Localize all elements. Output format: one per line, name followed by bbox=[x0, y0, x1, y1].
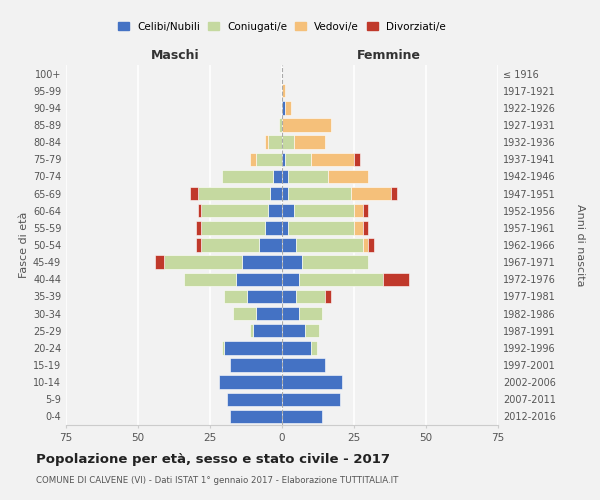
Bar bbox=[274, 170, 282, 183]
Bar bbox=[230, 358, 282, 372]
Bar bbox=[351, 187, 391, 200]
Bar bbox=[282, 204, 293, 218]
Bar bbox=[288, 170, 328, 183]
Bar bbox=[268, 204, 282, 218]
Bar bbox=[233, 307, 256, 320]
Bar bbox=[282, 152, 285, 166]
Bar bbox=[282, 324, 305, 338]
Bar bbox=[311, 341, 317, 354]
Bar bbox=[288, 187, 351, 200]
Legend: Celibi/Nubili, Coniugati/e, Vedovi/e, Divorziati/e: Celibi/Nubili, Coniugati/e, Vedovi/e, Di… bbox=[118, 22, 446, 32]
Bar bbox=[328, 170, 368, 183]
Bar bbox=[282, 376, 343, 389]
Bar bbox=[265, 221, 282, 234]
Bar bbox=[199, 204, 202, 218]
Bar bbox=[268, 136, 282, 149]
Bar bbox=[256, 307, 282, 320]
Bar bbox=[282, 272, 299, 286]
Bar bbox=[184, 272, 236, 286]
Bar bbox=[299, 307, 322, 320]
Bar bbox=[265, 136, 268, 149]
Bar bbox=[368, 238, 374, 252]
Bar bbox=[282, 358, 325, 372]
Bar bbox=[354, 221, 362, 234]
Text: Popolazione per età, sesso e stato civile - 2017: Popolazione per età, sesso e stato civil… bbox=[36, 452, 390, 466]
Y-axis label: Fasce di età: Fasce di età bbox=[19, 212, 29, 278]
Bar bbox=[391, 187, 397, 200]
Bar bbox=[288, 221, 354, 234]
Bar bbox=[227, 392, 282, 406]
Bar bbox=[383, 272, 409, 286]
Bar bbox=[282, 256, 302, 269]
Bar bbox=[354, 152, 360, 166]
Bar bbox=[282, 118, 331, 132]
Bar bbox=[250, 324, 253, 338]
Bar bbox=[282, 307, 299, 320]
Bar bbox=[282, 221, 288, 234]
Bar bbox=[282, 187, 288, 200]
Bar bbox=[305, 324, 319, 338]
Bar bbox=[282, 290, 296, 303]
Bar bbox=[282, 392, 340, 406]
Bar bbox=[259, 238, 282, 252]
Bar bbox=[296, 238, 362, 252]
Bar bbox=[155, 256, 164, 269]
Bar bbox=[256, 152, 282, 166]
Bar bbox=[190, 187, 199, 200]
Bar bbox=[250, 152, 256, 166]
Bar bbox=[282, 170, 288, 183]
Bar bbox=[282, 341, 311, 354]
Bar bbox=[282, 136, 293, 149]
Bar bbox=[293, 136, 325, 149]
Bar bbox=[218, 376, 282, 389]
Bar bbox=[285, 101, 290, 114]
Bar bbox=[362, 221, 368, 234]
Text: Femmine: Femmine bbox=[356, 50, 421, 62]
Bar bbox=[247, 290, 282, 303]
Text: Maschi: Maschi bbox=[151, 50, 200, 62]
Bar bbox=[253, 324, 282, 338]
Bar bbox=[354, 204, 362, 218]
Bar bbox=[302, 256, 368, 269]
Bar bbox=[224, 341, 282, 354]
Bar bbox=[242, 256, 282, 269]
Bar bbox=[164, 256, 242, 269]
Bar bbox=[362, 204, 368, 218]
Bar bbox=[196, 221, 202, 234]
Bar bbox=[282, 84, 285, 98]
Bar bbox=[236, 272, 282, 286]
Bar bbox=[282, 238, 296, 252]
Bar bbox=[282, 410, 322, 423]
Bar bbox=[199, 187, 271, 200]
Bar bbox=[202, 221, 265, 234]
Bar bbox=[221, 170, 274, 183]
Bar bbox=[325, 290, 331, 303]
Bar bbox=[224, 290, 247, 303]
Bar bbox=[202, 204, 268, 218]
Bar bbox=[293, 204, 354, 218]
Bar bbox=[221, 341, 224, 354]
Bar bbox=[362, 238, 368, 252]
Bar bbox=[230, 410, 282, 423]
Bar bbox=[282, 101, 285, 114]
Y-axis label: Anni di nascita: Anni di nascita bbox=[575, 204, 585, 286]
Bar bbox=[279, 118, 282, 132]
Bar bbox=[202, 238, 259, 252]
Text: COMUNE DI CALVENE (VI) - Dati ISTAT 1° gennaio 2017 - Elaborazione TUTTITALIA.IT: COMUNE DI CALVENE (VI) - Dati ISTAT 1° g… bbox=[36, 476, 398, 485]
Bar bbox=[271, 187, 282, 200]
Bar bbox=[196, 238, 202, 252]
Bar bbox=[285, 152, 311, 166]
Bar bbox=[296, 290, 325, 303]
Bar bbox=[311, 152, 354, 166]
Bar bbox=[299, 272, 383, 286]
